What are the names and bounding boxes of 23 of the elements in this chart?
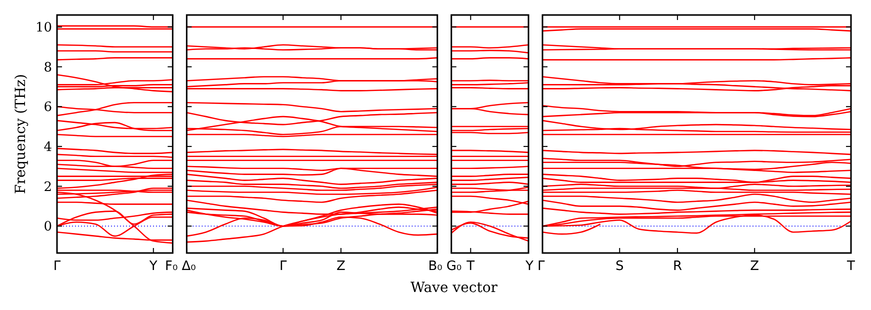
x-tick-label: Z bbox=[336, 259, 346, 274]
x-tick-label: Z bbox=[750, 259, 760, 274]
y-tick-label: 10 bbox=[35, 20, 52, 36]
y-tick-label: 0 bbox=[44, 220, 52, 235]
x-tick-label: T bbox=[846, 259, 856, 274]
x-axis-title: Wave vector bbox=[410, 280, 498, 296]
y-tick-label: 4 bbox=[44, 140, 52, 155]
x-tick-label: Y bbox=[148, 259, 158, 274]
x-tick-label: Γ bbox=[53, 259, 62, 274]
x-tick-label: Y bbox=[524, 259, 534, 274]
x-tick-label: R bbox=[672, 259, 682, 274]
x-tick-label: G₀ bbox=[446, 259, 462, 274]
x-tick-label: T bbox=[466, 259, 475, 274]
x-tick-label: Γ bbox=[537, 259, 546, 274]
y-tick-label: 2 bbox=[44, 180, 52, 195]
x-tick-label: Δ₀ bbox=[182, 259, 196, 274]
y-axis-title: Frequency (THz) bbox=[13, 74, 29, 194]
y-tick-label: 8 bbox=[44, 60, 52, 76]
x-tick-label: F₀ bbox=[164, 259, 178, 274]
x-tick-label: B₀ bbox=[428, 259, 442, 274]
x-tick-label: S bbox=[615, 259, 624, 274]
x-tick-label: Γ bbox=[279, 259, 288, 274]
y-tick-label: 6 bbox=[44, 100, 52, 116]
